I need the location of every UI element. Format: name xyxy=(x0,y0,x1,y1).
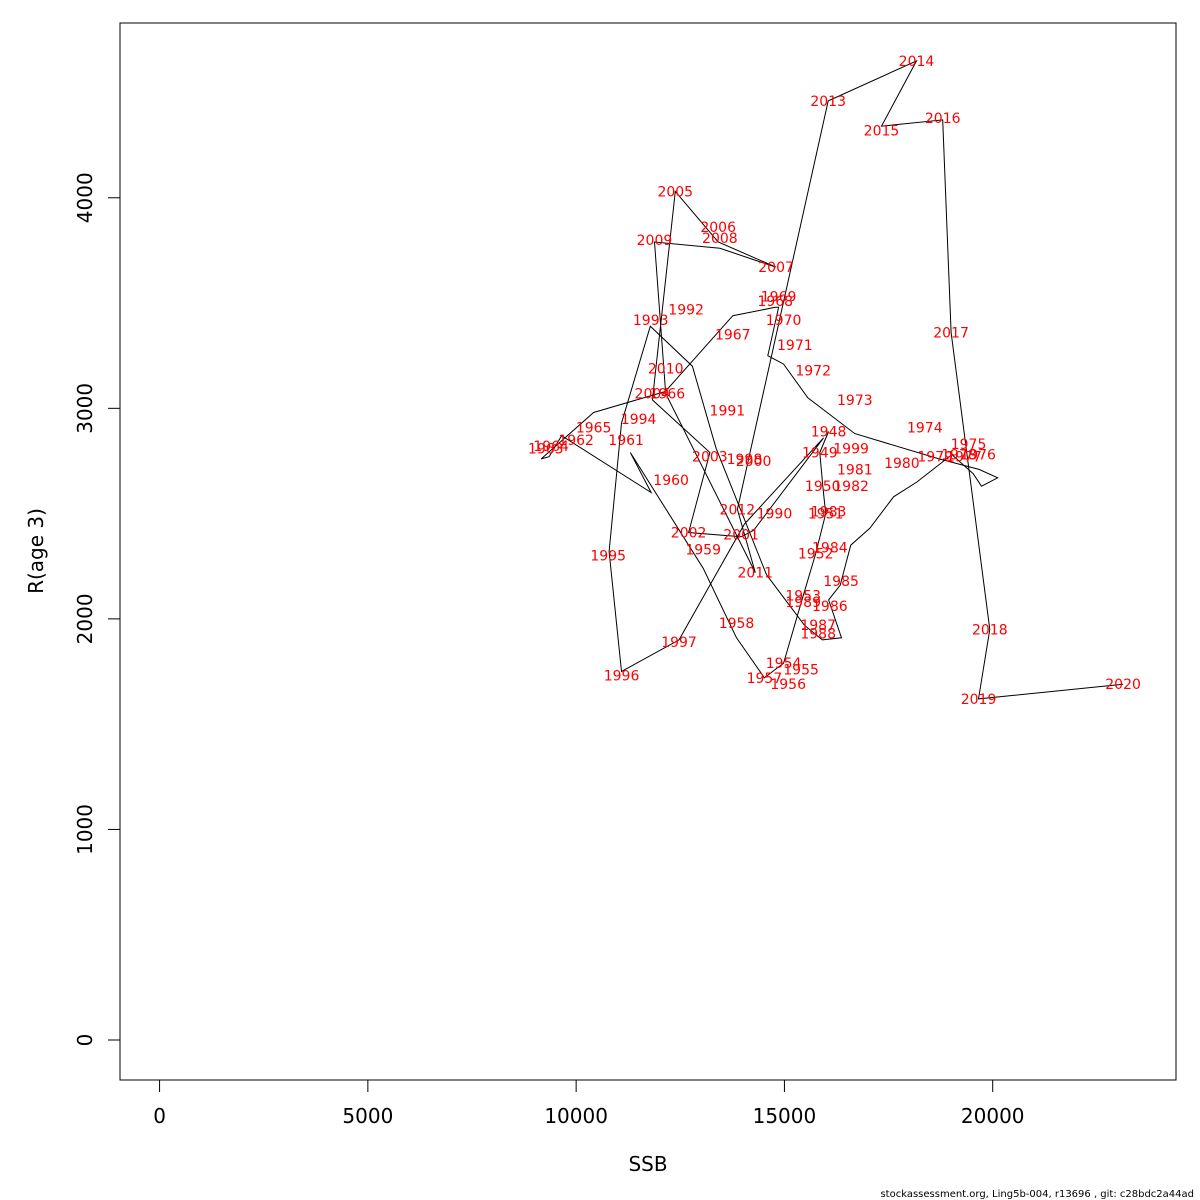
point-label-1955: 1955 xyxy=(783,662,819,678)
point-label-1950: 1950 xyxy=(805,479,841,495)
point-label-1965: 1965 xyxy=(576,420,612,436)
point-label-1958: 1958 xyxy=(719,616,755,632)
point-label-1985: 1985 xyxy=(823,574,859,590)
point-label-1967: 1967 xyxy=(715,328,751,344)
point-label-2002: 2002 xyxy=(671,526,707,542)
point-label-1981: 1981 xyxy=(837,462,873,478)
point-label-1976: 1976 xyxy=(960,448,996,464)
point-labels: 1948 1949 1950 1951 1952 1953 1954195519561957… xyxy=(528,54,1141,708)
footer-text: stockassessment.org, Ling5b-004, r13696 … xyxy=(880,1189,1194,1200)
point-label-1988: 1988 xyxy=(800,627,836,643)
series xyxy=(540,59,1124,700)
point-label-2008: 2008 xyxy=(702,231,738,247)
y-tick-label: 3000 xyxy=(73,383,97,434)
x-tick-label: 10000 xyxy=(544,1104,608,1128)
point-label-2017: 2017 xyxy=(933,326,969,342)
point-label-1969: 1969 xyxy=(761,290,797,306)
x-tick-label: 5000 xyxy=(342,1104,393,1128)
point-label-1948: 1948 xyxy=(811,424,847,440)
point-label-1992: 1992 xyxy=(668,302,704,318)
point-label-1996: 1996 xyxy=(604,669,640,685)
point-label-1963: 1963 xyxy=(528,441,564,457)
point-label-2006: 2006 xyxy=(700,220,736,236)
point-label-1952: 1952 xyxy=(798,547,834,563)
point-label-1956: 1956 xyxy=(770,677,806,693)
point-label-1960: 1960 xyxy=(653,473,689,489)
point-label-1989: 1989 xyxy=(785,595,821,611)
point-label-1953: 1953 xyxy=(785,589,821,605)
point-label-1954: 1954 xyxy=(766,656,802,672)
point-label-2010: 2010 xyxy=(648,361,684,377)
point-label-1979: 1979 xyxy=(917,450,953,466)
point-label-1982: 1982 xyxy=(833,479,869,495)
point-label-1972: 1972 xyxy=(795,363,831,379)
point-label-2014: 2014 xyxy=(899,54,935,70)
point-label-1986: 1986 xyxy=(812,599,848,615)
point-label-2020: 2020 xyxy=(1105,677,1141,693)
x-tick-label: 15000 xyxy=(753,1104,817,1128)
point-label-2001: 2001 xyxy=(723,528,759,544)
point-label-1959: 1959 xyxy=(685,542,721,558)
point-label-1998: 1998 xyxy=(727,452,763,468)
point-label-1970: 1970 xyxy=(766,313,802,329)
point-label-1997: 1997 xyxy=(661,635,697,651)
point-label-1962: 1962 xyxy=(558,433,594,449)
point-label-1983: 1983 xyxy=(811,504,847,520)
point-label-1984: 1984 xyxy=(812,540,848,556)
point-label-1980: 1980 xyxy=(884,456,920,472)
x-axis-title: SSB xyxy=(628,1152,667,1176)
point-label-1991: 1991 xyxy=(710,403,746,419)
plot-frame xyxy=(119,22,1177,1081)
point-label-2016: 2016 xyxy=(925,111,961,127)
point-label-2012: 2012 xyxy=(720,502,756,518)
point-label-2011: 2011 xyxy=(737,566,773,582)
point-label-1977: 1977 xyxy=(946,450,982,466)
point-label-1999: 1999 xyxy=(833,441,869,457)
y-axis-title: R(age 3) xyxy=(24,508,48,594)
y-tick-label: 4000 xyxy=(73,172,97,223)
point-label-1975: 1975 xyxy=(951,437,987,453)
point-label-1973: 1973 xyxy=(837,393,873,409)
point-label-1949: 1949 xyxy=(802,446,838,462)
point-label-2015: 2015 xyxy=(864,123,900,139)
point-label-2007: 2007 xyxy=(758,260,794,276)
point-label-2005: 2005 xyxy=(657,184,693,200)
point-label-1971: 1971 xyxy=(777,338,813,354)
point-label-2018: 2018 xyxy=(972,622,1008,638)
point-label-1968: 1968 xyxy=(757,294,793,310)
y-tick-label: 1000 xyxy=(73,804,97,855)
point-label-1966: 1966 xyxy=(650,387,686,403)
point-label-1993: 1993 xyxy=(633,313,669,329)
point-label-2009: 2009 xyxy=(637,233,673,249)
point-label-1964: 1964 xyxy=(533,439,569,455)
point-label-2003: 2003 xyxy=(692,450,728,466)
x-tick-label: 20000 xyxy=(961,1104,1025,1128)
point-label-2019: 2019 xyxy=(961,692,997,708)
y-tick-label: 2000 xyxy=(73,593,97,644)
point-label-1994: 1994 xyxy=(621,412,657,428)
point-label-1961: 1961 xyxy=(608,433,644,449)
point-label-1995: 1995 xyxy=(590,549,626,565)
point-label-1957: 1957 xyxy=(747,671,783,687)
point-label-1974: 1974 xyxy=(907,420,943,436)
point-label-2004: 2004 xyxy=(635,387,671,403)
x-axis: 0 5000 10000 15000 20000 xyxy=(153,1079,1025,1128)
point-label-1978: 1978 xyxy=(941,448,977,464)
point-label-1951: 1951 xyxy=(808,507,844,523)
y-axis: 0 1000 2000 3000 4000 xyxy=(73,172,121,1047)
point-label-1990: 1990 xyxy=(757,507,793,523)
series-line xyxy=(540,59,1124,700)
point-label-1987: 1987 xyxy=(800,618,836,634)
x-tick-label: 0 xyxy=(153,1104,166,1128)
y-tick-label: 0 xyxy=(73,1034,97,1047)
point-label-2013: 2013 xyxy=(810,94,846,110)
point-label-2000: 2000 xyxy=(736,454,772,470)
